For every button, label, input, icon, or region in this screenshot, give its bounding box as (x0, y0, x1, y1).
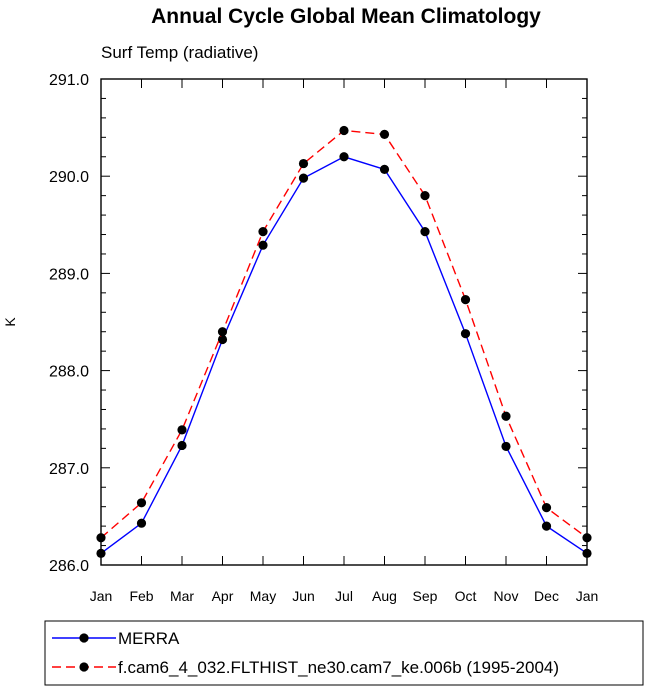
x-tick-label: Jun (292, 588, 315, 604)
x-tick-label: Sep (413, 588, 438, 604)
series-2-point (217, 327, 228, 337)
x-tick-label: Feb (129, 588, 153, 604)
series-2-point (258, 227, 268, 237)
series-2-point (136, 498, 147, 508)
x-tick-label: Jan (576, 588, 599, 604)
series-2-point (339, 125, 349, 136)
series-1-point (582, 548, 592, 558)
series-line-1 (100, 156, 588, 554)
y-tick-label: 289.0 (49, 266, 89, 283)
series-2-point (582, 533, 592, 543)
x-tick-label: May (250, 588, 276, 604)
x-tick-label: Mar (170, 588, 194, 604)
series-2-point (298, 158, 309, 169)
series-1-point (177, 440, 187, 451)
series-1-point (298, 173, 309, 183)
series-1-point (217, 334, 228, 345)
series-1-point (379, 164, 390, 174)
x-tick-label: Dec (534, 588, 559, 604)
series-1-point (339, 152, 349, 162)
y-tick-label: 287.0 (49, 461, 89, 478)
series-1-point (460, 329, 471, 339)
legend: MERRA f.cam6_4_032.FLTHIST_ne30.cam7_ke.0… (44, 620, 644, 686)
x-tick-label: Jan (90, 588, 113, 604)
series-2-point (420, 191, 430, 201)
y-axis-label: K (2, 317, 18, 327)
legend-label-1: MERRA (118, 629, 180, 648)
series-2-point (501, 411, 511, 421)
series-2-point (379, 129, 390, 140)
plot-frame (100, 78, 588, 566)
series-1-point (501, 441, 511, 452)
series-1-point (96, 548, 106, 558)
y-tick-label: 290.0 (49, 169, 89, 186)
x-tick-label: Apr (212, 588, 234, 604)
x-tick-label: Oct (455, 588, 477, 604)
series-2-point (460, 295, 471, 305)
series-1-point (420, 227, 430, 237)
legend-box (44, 620, 644, 686)
x-tick-label: Aug (372, 588, 397, 604)
series-1-point (541, 521, 552, 531)
legend-marker-2 (79, 662, 89, 672)
y-tick-label: 291.0 (49, 72, 89, 89)
series-1-point (136, 518, 147, 528)
y-tick-label: 288.0 (49, 364, 89, 381)
series-2-point (96, 533, 106, 543)
series-line-2 (100, 129, 588, 539)
legend-label-2: f.cam6_4_032.FLTHIST_ne30.cam7_ke.006b (… (118, 658, 559, 677)
series-2-point (541, 503, 552, 513)
x-tick-label: Nov (494, 588, 519, 604)
chart-title: Annual Cycle Global Mean Climatology (151, 5, 541, 28)
series-2-point (177, 425, 187, 435)
series-1-point (258, 240, 268, 250)
y-tick-label: 286.0 (49, 558, 89, 575)
legend-marker-1 (79, 633, 89, 643)
chart-subtitle: Surf Temp (radiative) (101, 43, 258, 62)
x-tick-label: Jul (335, 588, 353, 604)
plot-area: 286.0 287.0 288.0 289.0 290.0 291.0 Jan Feb Mar A… (49, 72, 598, 604)
